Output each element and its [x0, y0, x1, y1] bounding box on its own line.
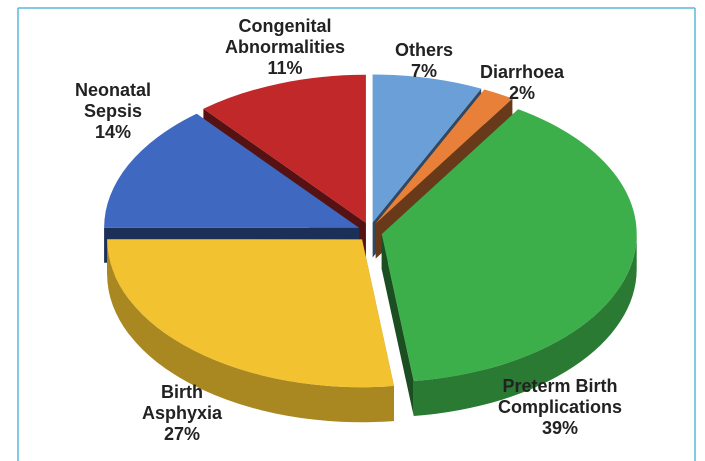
slice-side	[381, 234, 414, 416]
slice-label: Diarrhoea 2%	[467, 62, 577, 104]
slice-wall	[413, 234, 637, 416]
slice-wall	[107, 239, 394, 423]
category-label: Preterm Birth Complications	[497, 376, 622, 417]
slice-label: Preterm Birth Complications 39%	[485, 376, 635, 439]
category-label: Congenital Abnormalities	[224, 16, 346, 57]
value-label: 2%	[508, 83, 535, 103]
slice-label: Neonatal Sepsis 14%	[63, 80, 163, 143]
slice	[104, 113, 360, 228]
slice-label: Others 7%	[374, 40, 474, 82]
slice-label: Congenital Abnormalities 11%	[215, 16, 355, 79]
slice	[372, 74, 482, 223]
category-label: Diarrhoea	[479, 62, 565, 82]
value-label: 11%	[267, 58, 303, 78]
category-label: Others	[394, 40, 454, 60]
value-label: 27%	[163, 424, 201, 444]
value-label: 14%	[94, 122, 132, 142]
value-label: 39%	[541, 418, 579, 438]
slice	[107, 239, 394, 388]
slice	[203, 74, 366, 223]
category-label: Birth Asphyxia	[141, 382, 223, 423]
slice-label: Birth Asphyxia 27%	[132, 382, 232, 445]
value-label: 7%	[410, 61, 437, 81]
category-label: Neonatal Sepsis	[74, 80, 152, 121]
slice	[381, 109, 637, 381]
slice	[375, 89, 513, 224]
